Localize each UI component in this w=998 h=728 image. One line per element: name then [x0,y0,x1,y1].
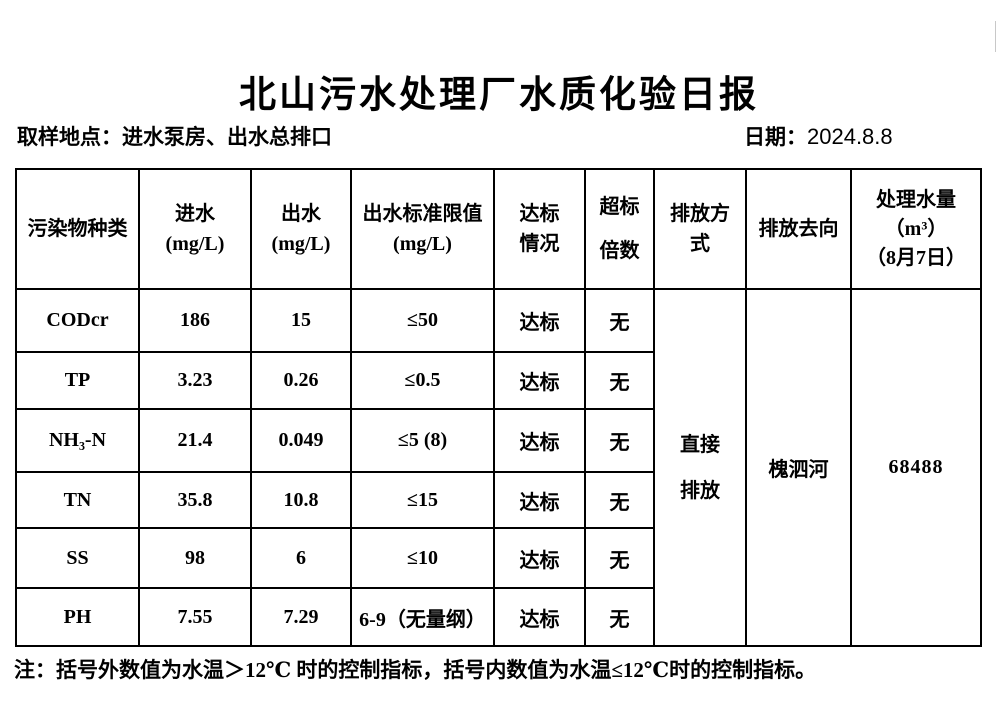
limit-cell: ≤10 [350,527,495,589]
table-row: TP 3.23 0.26 ≤0.5 达标 无 [15,351,981,410]
influent-cell: 7.55 [138,587,252,647]
effluent-cell: 7.29 [250,587,352,647]
influent-cell: 186 [138,288,252,353]
limit-cell: ≤15 [350,471,495,529]
influent-cell: 21.4 [138,408,252,473]
pollutant-cell: SS [15,527,140,589]
exceed-cell: 无 [584,471,655,529]
col-header-influent: 进水 (mg/L) [138,168,252,290]
limit-cell: ≤5 (8) [350,408,495,473]
pollutant-cell: PH [15,587,140,647]
compliance-cell: 达标 [493,587,586,647]
pollutant-cell: NH₃-N [15,408,140,473]
compliance-cell: 达标 [493,408,586,473]
influent-cell: 35.8 [138,471,252,529]
col-header-discharge-destination: 排放去向 [745,168,852,290]
date-value: 2024.8.8 [807,124,893,149]
limit-cell: ≤50 [350,288,495,353]
footnote: 注：括号外数值为水温＞12℃ 时的控制指标，括号内数值为水温≤12℃时的控制指标… [14,658,817,682]
treated-volume-cell: 68488 [850,288,982,647]
table-row: NH₃-N 21.4 0.049 ≤5 (8) 达标 无 [15,408,981,473]
influent-cell: 98 [138,527,252,589]
meta-row: 取样地点：进水泵房、出水总排口 日期：2024.8.8 [0,121,998,151]
table-row: PH 7.55 7.29 6-9（无量纲） 达标 无 [15,587,981,647]
effluent-cell: 15 [250,288,352,353]
table-row: CODcr 186 15 ≤50 达标 无 直接 排放 槐泗河 68488 [15,288,982,647]
col-header-discharge-method: 排放方式 [653,168,747,290]
limit-cell: 6-9（无量纲） [350,587,495,647]
discharge-method-cell: 直接 排放 [653,288,747,647]
exceed-cell: 无 [584,288,655,353]
effluent-cell: 10.8 [250,471,352,529]
effluent-cell: 0.26 [250,351,352,410]
table-row: TN 35.8 10.8 ≤15 达标 无 [15,471,981,529]
col-header-effluent: 出水 (mg/L) [250,168,352,290]
effluent-cell: 6 [250,527,352,589]
col-header-treated-water-volume: 处理水量 （m³） （8月7日） [850,168,982,290]
exceed-cell: 无 [584,587,655,647]
water-quality-table: 污染物种类 进水 (mg/L) 出水 (mg/L) 出水标准限值 (mg/L) 达标情… [15,168,982,647]
compliance-cell: 达标 [493,527,586,589]
report-date: 日期：2024.8.8 [744,121,893,151]
page-title: 北山污水处理厂水质化验日报 [239,75,759,116]
col-header-pollutant-type: 污染物种类 [15,168,140,290]
col-header-effluent-standard-limit: 出水标准限值 (mg/L) [350,168,495,290]
pollutant-cell: TP [15,351,140,410]
sampling-location-label: 取样地点：进水泵房、出水总排口 [17,125,332,149]
compliance-cell: 达标 [493,471,586,529]
scrollbar-artifact [995,21,996,52]
pollutant-cell: TN [15,471,140,529]
table-row: SS 98 6 ≤10 达标 无 [15,527,981,589]
effluent-cell: 0.049 [250,408,352,473]
compliance-cell: 达标 [493,351,586,410]
exceed-cell: 无 [584,351,655,410]
col-header-compliance-status: 达标 情况 [493,168,586,290]
date-label: 日期： [744,125,807,149]
exceed-cell: 无 [584,527,655,589]
pollutant-cell: CODcr [15,288,140,353]
exceed-cell: 无 [584,408,655,473]
compliance-cell: 达标 [493,288,586,353]
limit-cell: ≤0.5 [350,351,495,410]
influent-cell: 3.23 [138,351,252,410]
col-header-exceedance-multiple: 超标 倍数 [584,168,655,290]
discharge-destination-cell: 槐泗河 [745,288,852,647]
table-header-row: 污染物种类 进水 (mg/L) 出水 (mg/L) 出水标准限值 (mg/L) 达标情… [15,168,982,290]
